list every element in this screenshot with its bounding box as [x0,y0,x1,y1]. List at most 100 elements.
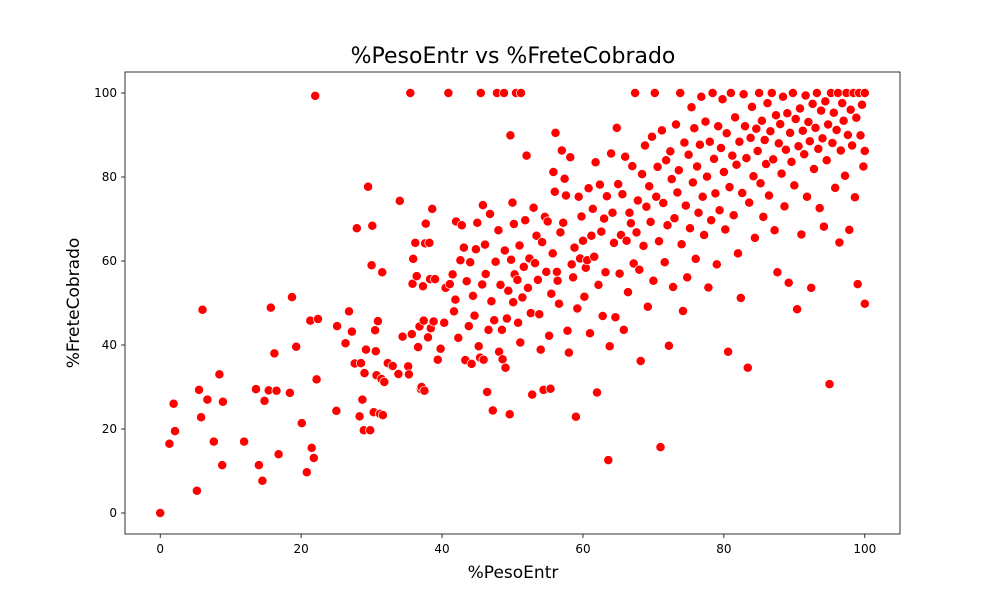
scatter-point [747,101,757,112]
scatter-point [683,149,694,160]
scatter-point [824,379,835,390]
scatter-point [531,230,542,241]
scatter-point [273,449,284,460]
scatter-point [405,88,416,98]
scatter-point [563,347,574,358]
scatter-point [823,119,834,130]
scatter-point [406,329,417,340]
scatter-point [455,255,466,266]
scatter-point [614,268,625,279]
scatter-point [680,200,691,211]
y-tick-label: 100 [94,86,117,100]
scatter-point [562,325,573,336]
scatter-point [635,356,646,366]
scatter-point [537,237,548,248]
scatter-point [649,88,660,98]
scatter-point [752,146,763,156]
scatter-point [586,230,597,241]
scatter-point [742,362,753,373]
scatter-point [764,190,774,201]
scatter-point [535,344,546,355]
scatter-point [271,385,282,396]
scatter-point [499,245,510,256]
x-tick-label: 100 [853,542,876,556]
scatter-point [679,137,690,148]
scatter-point [766,88,777,98]
scatter-point [357,394,368,405]
scatter-point [310,90,321,101]
scatter-point [789,180,800,191]
scatter-point [367,220,378,231]
scatter-point [631,227,642,238]
scatter-point [576,211,587,222]
x-tick-label: 80 [716,542,731,556]
scatter-point [655,442,666,453]
scatter-point [661,155,672,166]
scatter-point [397,331,408,342]
scatter-point [645,216,656,227]
scatter-point [859,88,870,98]
scatter-point [780,144,791,155]
scatter-point [463,321,474,332]
scatter-point [642,301,653,312]
scatter-point [532,274,543,285]
scatter-point [728,210,739,221]
scatter-point [804,136,815,147]
scatter-point [534,309,545,320]
scatter-point [482,387,493,397]
scatter-point [696,91,707,102]
scatter-point [717,94,728,105]
scatter-point [530,258,540,269]
scatter-point [617,189,628,200]
scatter-point [443,88,454,98]
scatter-point [740,121,750,132]
scatter-point [671,119,681,130]
scatter-point [756,115,767,126]
scatter-point [842,130,853,140]
scatter-point [583,183,594,194]
scatter-point [668,282,679,292]
scatter-point [363,181,374,192]
scatter-point [424,237,435,248]
scatter-point [356,358,366,369]
scatter-point [202,394,213,405]
scatter-point [652,161,663,172]
scatter-point [514,240,525,251]
scatter-point [855,130,866,141]
scatter-point [778,91,788,102]
scatter-point [359,368,370,379]
scatter-point [466,358,477,369]
scatter-point [503,285,514,296]
scatter-point [430,274,440,285]
scatter-point [284,387,295,398]
scatter-point [707,88,718,98]
scatter-point [663,340,674,351]
scatter-point [714,205,725,216]
scatter-point [795,103,805,114]
scatter-point [603,455,614,466]
scatter-point [408,253,419,264]
scatter-point [480,269,491,279]
scatter-point [493,225,504,236]
scatter-point [593,279,604,290]
x-tick-label: 0 [156,542,164,556]
scatter-point [541,266,552,277]
scatter-point [587,203,598,214]
scatter-point [559,173,570,184]
scatter-point [627,161,638,172]
scatter-point [758,211,769,222]
scatter-point [751,123,762,134]
scatter-point [435,343,446,354]
scatter-point [687,177,698,188]
scatter-point [613,179,624,190]
scatter-point [549,186,560,197]
scatter-point [517,292,528,303]
scatter-point [621,235,632,246]
scatter-point [485,209,495,219]
y-tick-label: 40 [102,338,117,352]
scatter-point [830,182,841,193]
scatter-point [548,167,559,177]
scatter-point [168,398,179,409]
scatter-point [372,316,383,327]
